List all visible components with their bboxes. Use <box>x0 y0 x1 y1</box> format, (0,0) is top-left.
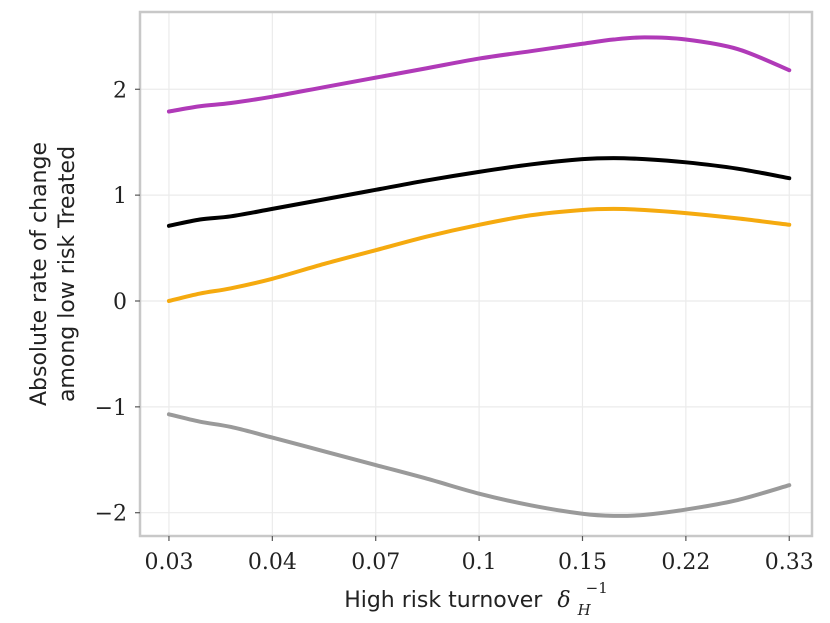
y-axis-title-line-1: Absolute rate of change <box>27 142 52 406</box>
y-tick-label: 2 <box>113 78 127 103</box>
series-line-grey <box>166 412 792 518</box>
grid-lines <box>140 12 812 536</box>
y-tick-label: 0 <box>113 290 127 315</box>
x-tick-label: 0.33 <box>765 550 814 575</box>
axis-ticks: 0.03 0.04 0.07 0.1 0.15 0.22 0.33 −2 −1 0 1 2 <box>95 78 814 575</box>
y-tick-label: −1 <box>95 396 127 421</box>
x-tick-label: 0.1 <box>462 550 497 575</box>
y-tick-label: −2 <box>95 502 127 527</box>
x-axis-title-text: High risk turnover <box>344 588 543 613</box>
x-tick-label: 0.07 <box>351 550 400 575</box>
x-tick-label: 0.22 <box>661 550 710 575</box>
x-axis-title-symbol: δ <box>557 588 570 613</box>
x-tick-label: 0.03 <box>144 550 193 575</box>
series-lines <box>166 35 792 518</box>
x-axis-title: High risk turnover δ H −1 <box>344 579 608 621</box>
x-axis-title-subscript: H <box>577 601 592 619</box>
y-tick-label: 1 <box>113 184 127 209</box>
x-axis-title-superscript: −1 <box>586 579 608 597</box>
y-axis-title-line-2: among low risk Treated <box>55 146 80 402</box>
plot-frame <box>138 10 814 538</box>
series-line-purple <box>166 35 792 114</box>
series-line-black <box>166 156 792 228</box>
series-line-orange <box>166 206 792 303</box>
x-tick-label: 0.15 <box>558 550 607 575</box>
x-tick-label: 0.04 <box>248 550 297 575</box>
